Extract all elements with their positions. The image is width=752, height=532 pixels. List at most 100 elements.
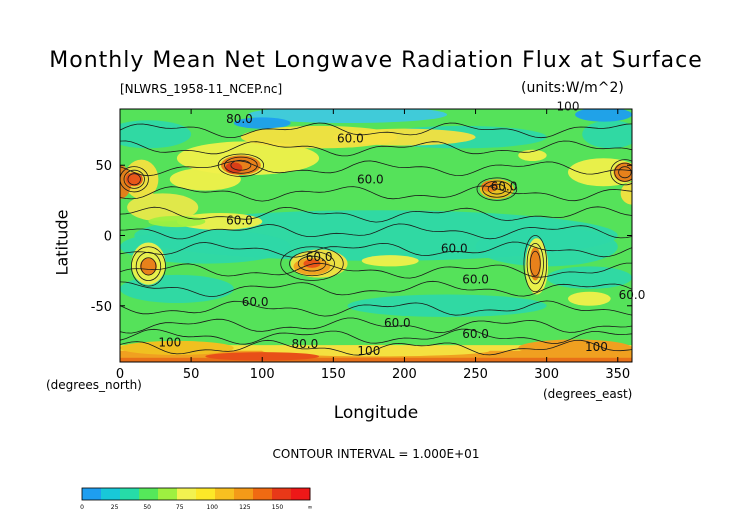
colorbar-label: 150 xyxy=(272,504,284,511)
field-band xyxy=(120,357,632,362)
field-region xyxy=(205,352,320,361)
contour-line xyxy=(120,280,632,298)
contour-label: 100 xyxy=(357,344,380,358)
contour-ring xyxy=(526,242,544,285)
contour-ring xyxy=(523,235,548,293)
x-tick-label: 0 xyxy=(116,367,124,382)
x-tick-label: 150 xyxy=(321,367,346,382)
contour-ring xyxy=(610,159,632,186)
colorbar-label: 100 xyxy=(207,504,219,511)
x-tick-label: 200 xyxy=(392,367,417,382)
contour-ring xyxy=(482,180,512,198)
contour-label: 60.0 xyxy=(337,132,364,146)
contour-ring xyxy=(130,246,166,287)
colorbar-label: 125 xyxy=(239,504,251,511)
chart-subtitle: [NLWRS_1958-11_NCEP.nc] xyxy=(120,82,283,96)
contour-ring xyxy=(123,169,145,189)
field-region xyxy=(225,162,243,174)
y-unit-label: (degrees_north) xyxy=(46,378,142,392)
contour-line xyxy=(120,300,632,317)
contour-ring xyxy=(127,173,141,186)
field-region xyxy=(518,339,632,357)
colorbar-swatch xyxy=(234,488,254,500)
y-tick-label: 0 xyxy=(104,230,112,245)
contour-ring xyxy=(297,255,327,272)
colorbar-swatch xyxy=(120,488,140,500)
contour-line xyxy=(120,206,632,223)
colorbar-label: 75 xyxy=(176,504,184,511)
colorbar-swatch xyxy=(158,488,178,500)
contour-labels: 60.0 60.0 60.0 60.0 60.0 60.0 60.0 60.0 60.0 60.0… xyxy=(158,99,645,358)
contour-label: 60.0 xyxy=(357,172,384,186)
colorbar-label: ∞ xyxy=(308,504,313,511)
contour-label: 60.0 xyxy=(619,288,646,302)
contour-lines xyxy=(120,122,632,356)
colorbar-label: 0 xyxy=(80,504,84,511)
contour-line xyxy=(120,122,632,139)
y-axis-ticks: 50 0 -50 xyxy=(91,159,632,315)
colorbar-swatch xyxy=(291,488,311,500)
contour-ring xyxy=(289,251,335,277)
x-tick-label: 100 xyxy=(250,367,275,382)
contour-label: 80.0 xyxy=(226,112,253,126)
contour-label: 60.0 xyxy=(226,213,253,227)
colorbar-swatch xyxy=(196,488,216,500)
x-tick-label: 300 xyxy=(534,367,559,382)
contour-ring xyxy=(140,257,157,276)
y-tick-label: 50 xyxy=(95,159,112,174)
contour-label: 100 xyxy=(557,99,580,113)
contour-label: 60.0 xyxy=(306,250,333,264)
field-band xyxy=(120,350,632,362)
contour-line xyxy=(120,328,632,345)
contour-ring xyxy=(230,159,252,171)
contour-label: 100 xyxy=(158,336,181,350)
field-region xyxy=(233,117,291,129)
field-region xyxy=(568,291,611,306)
contour-ring xyxy=(217,153,265,177)
field-region xyxy=(248,109,448,124)
field-region xyxy=(613,162,632,183)
colorbar: 0 25 50 75 100 125 150 ∞ xyxy=(80,487,313,511)
colorbar-swatch xyxy=(82,488,102,500)
contour-label: 80.0 xyxy=(292,337,319,351)
field-region xyxy=(120,340,234,355)
field-region xyxy=(361,255,419,267)
contour-line xyxy=(120,185,632,202)
field-region xyxy=(139,257,157,275)
colorbar-swatch xyxy=(215,488,235,500)
contour-line xyxy=(120,241,632,258)
field-region xyxy=(529,246,541,281)
contour-ring xyxy=(224,156,258,174)
field-region xyxy=(148,215,206,228)
contour-ring xyxy=(529,250,541,277)
field-region xyxy=(347,294,547,318)
contour-label: 60.0 xyxy=(384,316,411,330)
heatmap-field xyxy=(120,109,632,362)
field-region xyxy=(333,128,476,146)
colorbar-label: 25 xyxy=(111,504,119,511)
field-region xyxy=(620,182,632,205)
field-region xyxy=(546,266,632,289)
contour-line xyxy=(120,339,632,356)
units-label: (units:W/m^2) xyxy=(521,80,624,96)
colorbar-swatch xyxy=(139,488,159,500)
field-region xyxy=(475,227,618,267)
field-region xyxy=(120,120,192,149)
colorbar-swatch xyxy=(101,488,121,500)
field-region xyxy=(125,172,143,187)
contour-line xyxy=(120,262,632,279)
contour-label: 60.0 xyxy=(462,327,489,341)
field-region xyxy=(169,168,241,191)
field-region xyxy=(303,259,321,268)
contour-ring xyxy=(614,162,632,182)
contour-ring xyxy=(476,177,518,201)
colorbar-swatch xyxy=(177,488,197,500)
contour-label: 60.0 xyxy=(441,241,468,255)
contour-ring xyxy=(135,251,162,281)
colorbar-label: 50 xyxy=(143,504,151,511)
contour-line xyxy=(120,160,632,177)
field-region xyxy=(575,109,632,122)
contour-line xyxy=(120,140,632,157)
field-region xyxy=(176,213,263,230)
